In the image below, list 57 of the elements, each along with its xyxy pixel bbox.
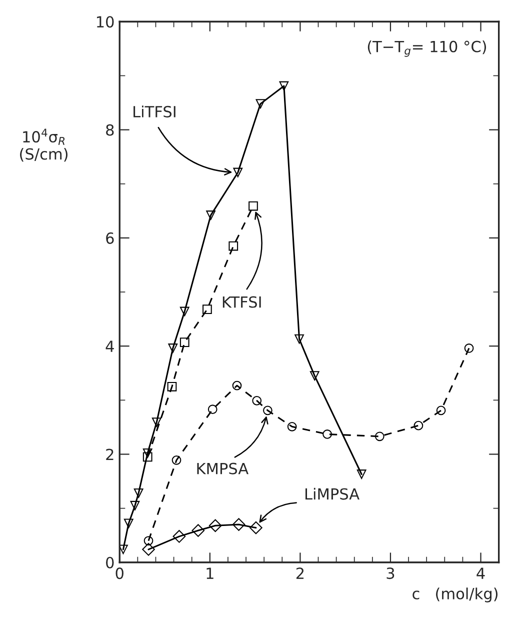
point: [374, 432, 384, 442]
point: [263, 406, 272, 416]
point: [168, 344, 178, 353]
point: [233, 168, 243, 178]
point: [192, 524, 205, 537]
point: [228, 241, 238, 251]
x-tick-label: 4: [476, 568, 485, 579]
y-tick-label: 2: [106, 448, 114, 460]
x-tick-label: 1: [206, 568, 214, 579]
x-tick-label: 0: [116, 568, 124, 580]
x-axis-title: c (mol/kg): [412, 588, 498, 602]
point: [180, 306, 190, 316]
point: [294, 334, 304, 344]
point: [248, 201, 258, 211]
point: [142, 542, 155, 556]
point: [180, 338, 190, 347]
point: [322, 430, 332, 439]
point: [124, 518, 134, 528]
point: [414, 420, 424, 430]
x-tick-label: 2: [296, 568, 304, 579]
point: [279, 81, 289, 91]
point: [208, 519, 222, 532]
point: [310, 371, 320, 381]
point: [356, 470, 366, 479]
y-tick-label: 0: [106, 556, 114, 568]
point: [208, 404, 218, 414]
point: [287, 422, 297, 432]
point: [464, 344, 474, 353]
text: LiMPSA: [305, 488, 360, 500]
series-label: KTFSI: [222, 296, 261, 308]
point: [206, 210, 216, 220]
point: [250, 521, 262, 534]
point: [152, 418, 162, 428]
point: [232, 380, 242, 390]
point: [256, 99, 266, 109]
point: [167, 382, 177, 392]
text: LiTFSI: [134, 106, 176, 118]
point: [232, 518, 246, 531]
point: [172, 530, 186, 543]
point: [142, 452, 152, 462]
y-axis-title: 10$^{4}$σ$_{R}$ (S/cm): [20, 128, 68, 162]
y-tick-label: 6: [106, 232, 114, 244]
point: [130, 500, 140, 510]
point: [202, 304, 212, 314]
point: [120, 544, 128, 554]
point: [142, 448, 152, 458]
point: [172, 455, 182, 465]
series-label: KMPSA: [197, 462, 248, 474]
x-tick-label: 3: [386, 568, 394, 580]
point: [252, 396, 262, 406]
annotation: (T−T$_{g}$= 110 °C): [368, 40, 486, 57]
point: [144, 536, 154, 546]
point: [436, 406, 446, 416]
point: [134, 488, 144, 498]
y-tick-label: 4: [106, 340, 114, 352]
y-tick-label: 8: [106, 124, 114, 136]
y-tick-label: 10: [96, 16, 114, 28]
